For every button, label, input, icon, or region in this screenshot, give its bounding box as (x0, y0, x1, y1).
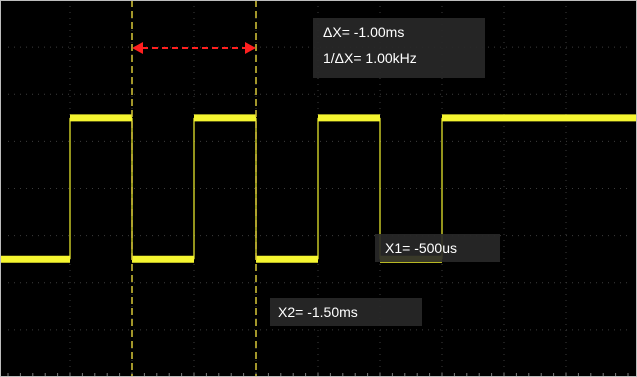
graticule-grid (8, 0, 628, 377)
x2-cursor-readout: X2= -1.50ms (270, 298, 422, 326)
x2-cursor-label: X2= -1.50ms (278, 304, 358, 320)
x1-cursor-label: X1= -500us (385, 240, 457, 256)
delta-readout: ΔX= -1.00ms 1/ΔX= 1.00kHz (313, 18, 485, 78)
delta-arrow (132, 42, 256, 54)
inverse-delta-x-value: 1/ΔX= 1.00kHz (323, 50, 417, 66)
delta-arrow-left-head (132, 42, 143, 54)
delta-x-value: ΔX= -1.00ms (323, 24, 405, 40)
x1-cursor-readout: X1= -500us (375, 234, 500, 262)
delta-arrow-right-head (245, 42, 256, 54)
cursor-lines (131, 0, 257, 377)
